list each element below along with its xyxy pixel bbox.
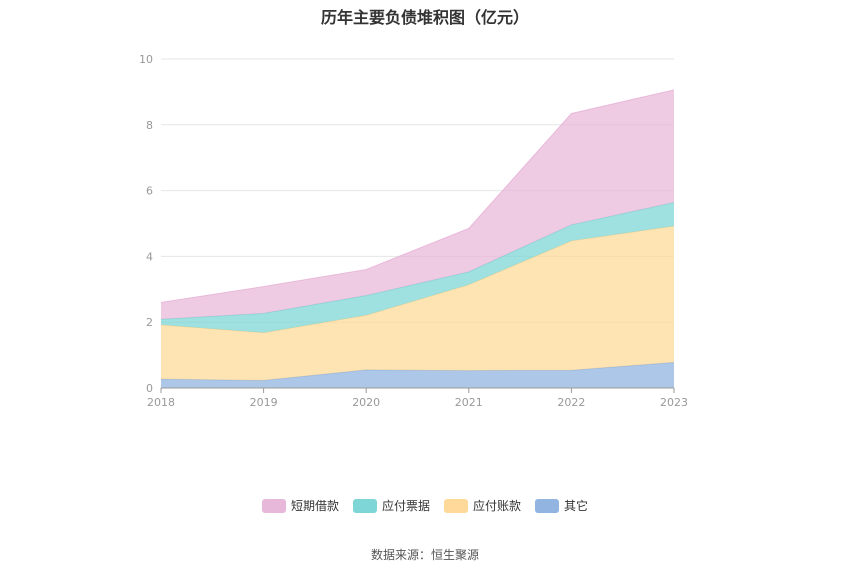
x-tick-label: 2023 [660,396,688,409]
legend-label: 应付票据 [381,499,430,513]
legend-label: 其它 [564,499,589,513]
legend-swatch [535,498,560,513]
legend-swatch [352,498,377,513]
chart-title: 历年主要负债堆积图（亿元） [320,8,529,27]
legend-swatch [261,498,286,513]
y-tick-label: 10 [139,53,153,66]
y-axis-ticks: 0 2 4 6 8 10 [139,53,153,395]
legend-item[interactable]: 短期借款 [261,497,339,514]
area-series-line-3 [160,89,675,303]
area-series-0 [161,362,674,388]
y-tick-label: 8 [146,119,153,132]
y-tick-label: 6 [146,185,153,198]
y-tick-label: 0 [146,382,153,395]
y-tick-label: 2 [146,316,153,329]
legend: 短期借款 应付票据 应付账款 其它 [0,497,850,514]
area-series [160,89,675,388]
x-tick-label: 2020 [352,396,380,409]
legend-label: 应付账款 [473,499,522,513]
legend-item[interactable]: 其它 [535,497,588,514]
area-series-1 [161,226,674,381]
x-axis: 2018 2019 2020 2021 2022 2023 [147,387,688,409]
legend-item[interactable]: 应付票据 [352,497,430,514]
area-series-2 [161,202,674,333]
x-tick-label: 2019 [250,396,278,409]
data-source: 数据来源：恒生聚源 [370,548,479,562]
y-tick-label: 4 [146,250,153,263]
legend-item[interactable]: 应付账款 [444,497,521,514]
x-tick-label: 2021 [455,396,483,409]
x-tick-label: 2022 [557,396,585,409]
x-tick-label: 2018 [147,396,175,409]
legend-label: 短期借款 [290,499,339,513]
legend-swatch [444,498,468,513]
area-series-3 [161,89,674,320]
